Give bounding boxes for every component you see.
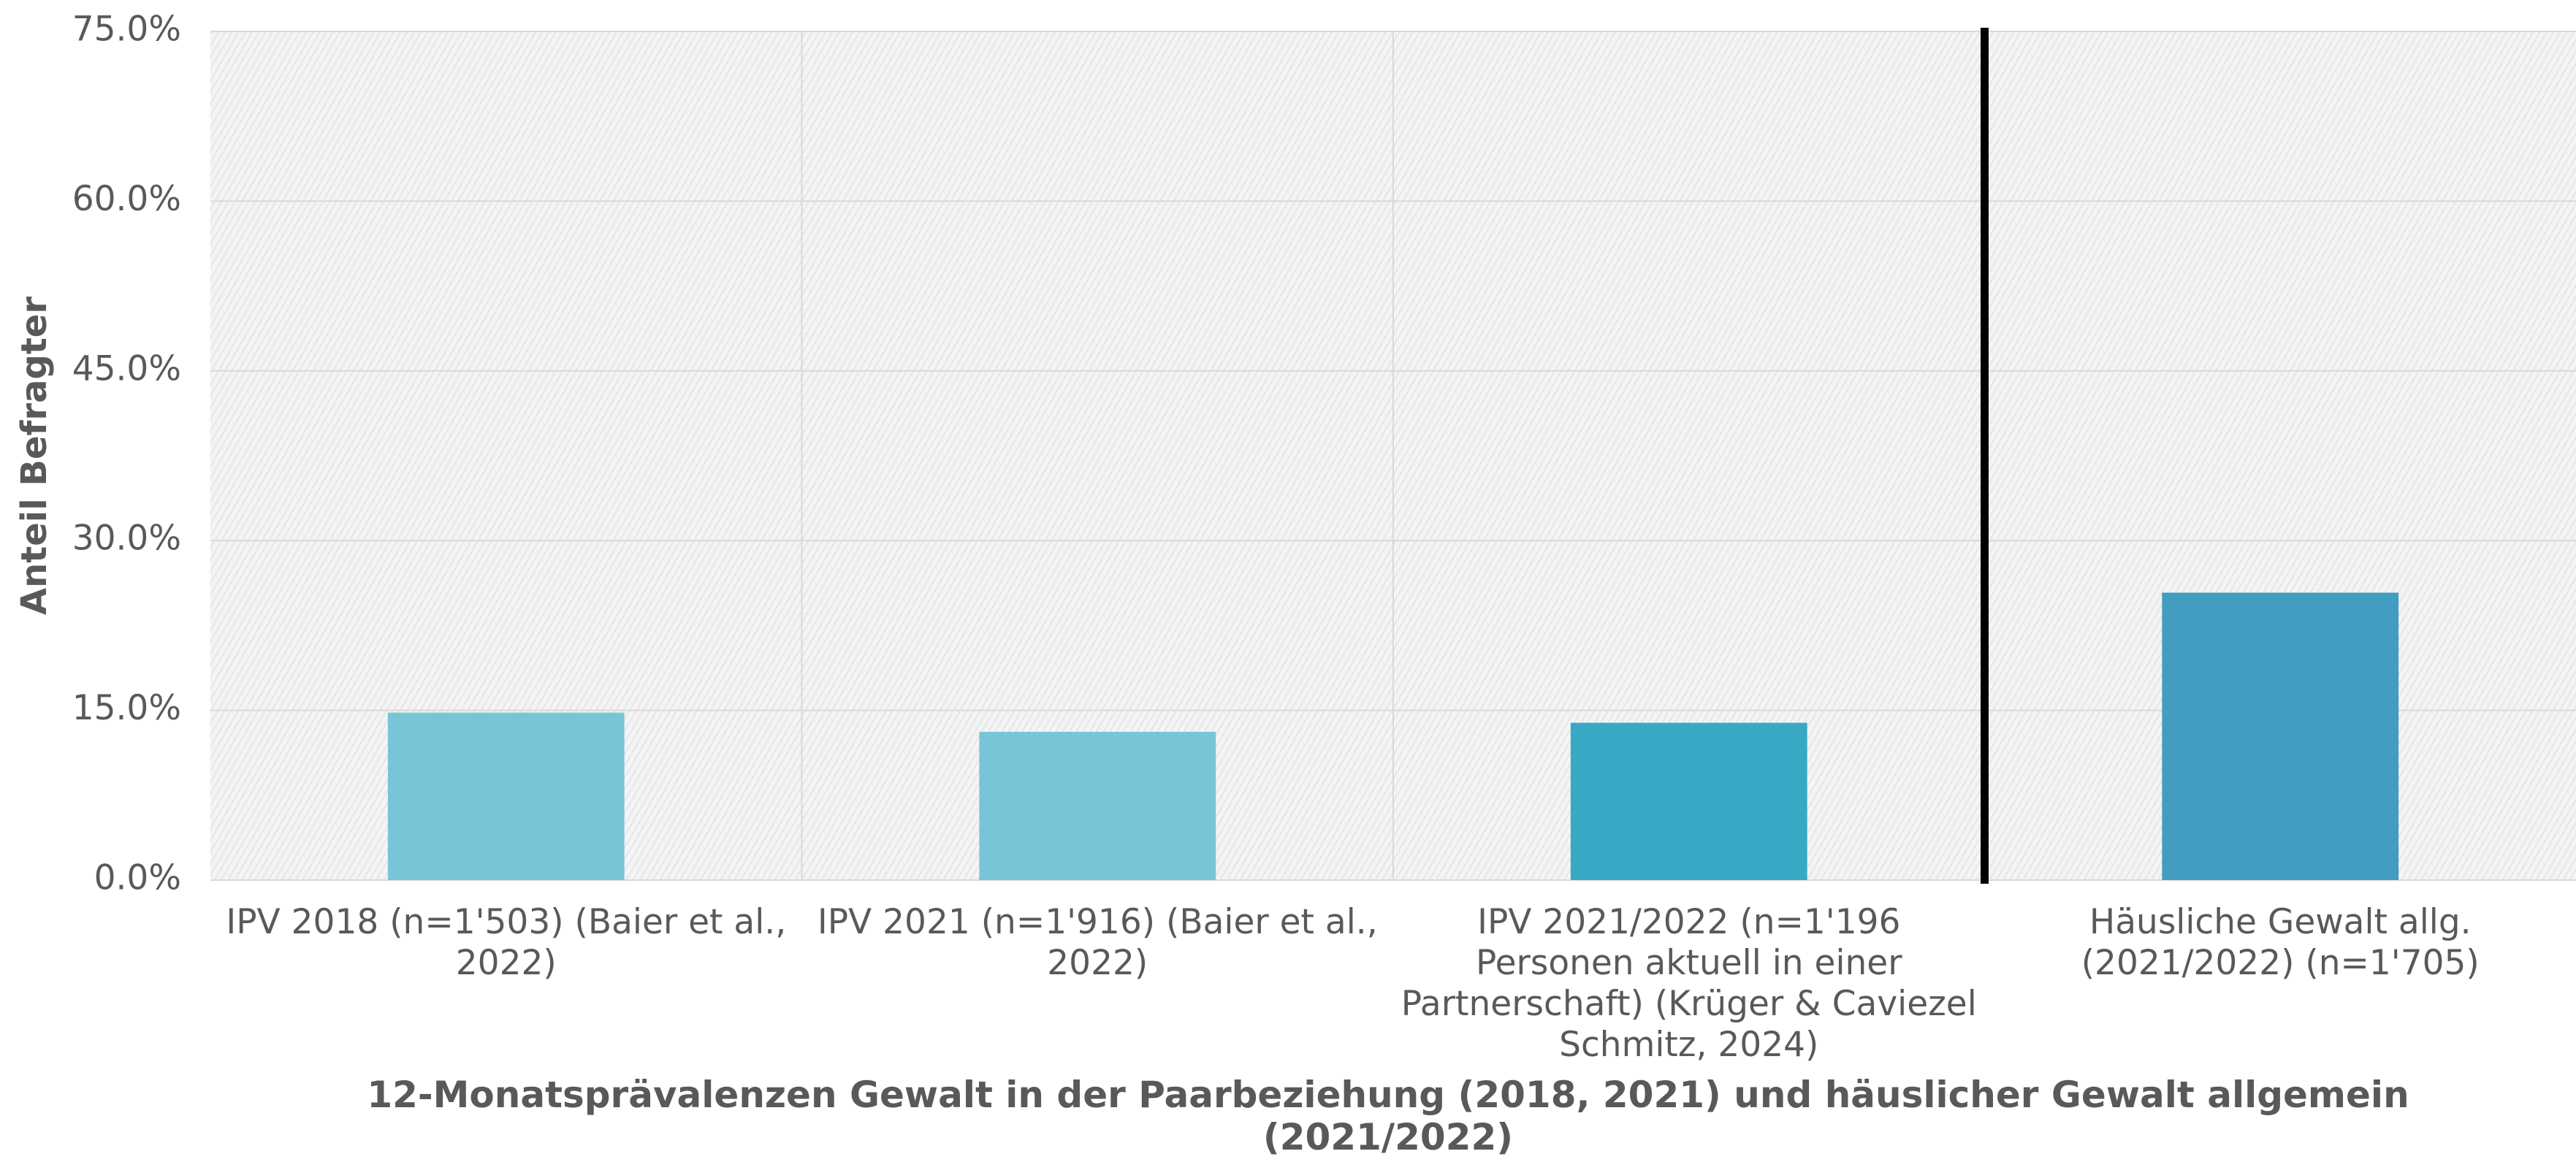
y-tick-label: 75.0% [72,9,181,50]
x-tick-label: IPV 2021/2022 (n=1'196 Personen aktuell … [1401,902,1977,1065]
y-tick-label: 60.0% [72,179,181,219]
y-tick-label: 0.0% [94,858,181,898]
chart-title: 12-Monatsprävalenzen Gewalt in der Paarb… [367,1074,2409,1158]
bar [979,732,1216,880]
bar [1570,722,1807,880]
x-tick-label: IPV 2021 (n=1'916) (Baier et al., 2022) [817,902,1378,983]
y-tick-label: 15.0% [72,688,181,728]
bar [387,712,625,880]
y-tick-label: 30.0% [72,519,181,559]
x-tick-label: Häusliche Gewalt allg. (2021/2022) (n=1'… [2081,902,2480,983]
y-axis-label: Anteil Befragter [14,297,55,615]
bar [2162,592,2399,880]
y-tick-label: 45.0% [72,348,181,389]
x-tick-label: IPV 2018 (n=1'503) (Baier et al., 2022) [226,902,787,983]
